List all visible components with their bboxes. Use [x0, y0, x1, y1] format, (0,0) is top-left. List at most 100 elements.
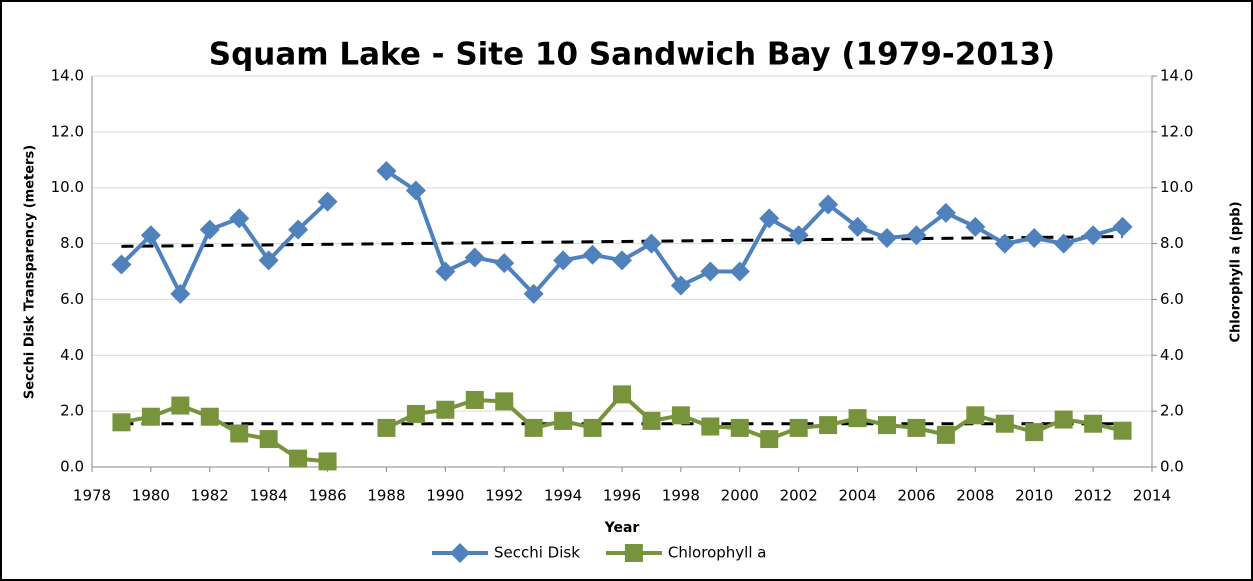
x-axis-title: Year — [604, 520, 640, 536]
marker — [435, 261, 456, 282]
x-tick-label: 2000 — [721, 487, 759, 505]
x-tick-label: 2002 — [780, 487, 818, 505]
marker — [1025, 423, 1044, 442]
x-tick-label: 1986 — [308, 487, 346, 505]
marker — [847, 216, 868, 237]
marker — [877, 227, 897, 248]
marker — [965, 216, 986, 237]
x-tick-label: 1978 — [73, 487, 111, 505]
marker — [936, 425, 955, 444]
legend-label: Secchi Disk — [494, 544, 580, 562]
y2-axis-title: Chlorophyll a (ppb) — [1229, 201, 1244, 342]
marker — [229, 208, 250, 229]
marker — [288, 219, 309, 240]
y2-tick-label: 2.0 — [1160, 402, 1184, 420]
marker — [935, 202, 956, 223]
x-tick-label: 1982 — [191, 487, 229, 505]
marker — [848, 409, 867, 428]
x-tick-label: 1990 — [426, 487, 464, 505]
y2-tick-label: 0.0 — [1160, 458, 1184, 476]
marker — [701, 417, 720, 436]
chart-title: Squam Lake - Site 10 Sandwich Bay (1979-… — [209, 37, 1055, 73]
x-tick-label: 2012 — [1074, 487, 1112, 505]
y2-tick-label: 6.0 — [1160, 290, 1184, 308]
marker — [1024, 227, 1045, 248]
x-tick-label: 2006 — [897, 487, 935, 505]
x-tick-label: 1980 — [132, 487, 170, 505]
marker — [259, 430, 278, 449]
marker — [141, 407, 160, 426]
marker — [818, 194, 839, 215]
x-tick-label: 1992 — [485, 487, 523, 505]
marker — [612, 250, 632, 271]
marker — [582, 244, 603, 265]
y2-tick-label: 8.0 — [1160, 234, 1184, 252]
marker — [729, 261, 750, 282]
y-tick-label: 10.0 — [51, 178, 84, 196]
marker — [377, 418, 396, 437]
marker — [583, 418, 602, 437]
marker — [730, 418, 749, 437]
marker — [1084, 414, 1103, 433]
x-tick-label: 2008 — [956, 487, 994, 505]
x-tick-label: 1988 — [367, 487, 405, 505]
marker — [907, 418, 926, 437]
marker — [966, 406, 985, 425]
x-tick-label: 1994 — [544, 487, 582, 505]
marker — [1083, 225, 1104, 246]
x-tick-label: 2010 — [1015, 487, 1053, 505]
marker — [200, 407, 219, 426]
y-tick-label: 4.0 — [60, 346, 84, 364]
marker — [406, 404, 425, 423]
marker — [819, 416, 838, 435]
marker — [671, 406, 690, 425]
marker — [230, 424, 249, 443]
marker — [1113, 421, 1132, 440]
series-line — [120, 200, 329, 299]
legend-label: Chlorophyll a — [668, 544, 767, 562]
y-tick-label: 8.0 — [60, 234, 84, 252]
marker — [759, 208, 780, 229]
marker — [170, 283, 191, 304]
marker — [995, 414, 1014, 433]
marker — [524, 418, 543, 437]
marker — [624, 544, 643, 562]
marker — [642, 411, 661, 430]
y2-tick-label: 14.0 — [1160, 67, 1193, 85]
marker — [788, 225, 809, 246]
marker — [523, 283, 544, 304]
marker — [318, 452, 337, 471]
marker — [436, 400, 455, 419]
y-tick-label: 2.0 — [60, 402, 84, 420]
marker — [494, 253, 515, 274]
marker — [1112, 216, 1133, 237]
marker — [613, 385, 631, 404]
trend-line — [121, 235, 1123, 248]
y-axis-title: Secchi Disk Transparency (meters) — [23, 145, 38, 399]
marker — [878, 416, 896, 435]
marker — [495, 392, 514, 411]
marker — [258, 250, 279, 271]
marker — [140, 225, 161, 246]
y2-tick-label: 10.0 — [1160, 178, 1193, 196]
marker — [789, 418, 808, 437]
marker — [465, 390, 484, 409]
x-tick-label: 2004 — [838, 487, 876, 505]
marker — [111, 254, 132, 275]
marker — [760, 430, 779, 449]
marker — [112, 413, 131, 432]
marker — [641, 233, 662, 254]
x-tick-label: 1984 — [250, 487, 288, 505]
x-tick-label: 2014 — [1133, 487, 1171, 505]
marker — [700, 261, 721, 282]
marker — [289, 449, 308, 468]
marker — [670, 275, 691, 296]
y-tick-label: 12.0 — [51, 122, 84, 140]
x-tick-label: 1998 — [662, 487, 700, 505]
y-tick-label: 6.0 — [60, 290, 84, 308]
marker — [553, 250, 574, 271]
marker — [199, 219, 220, 240]
marker — [554, 411, 573, 430]
x-tick-label: 1996 — [603, 487, 641, 505]
